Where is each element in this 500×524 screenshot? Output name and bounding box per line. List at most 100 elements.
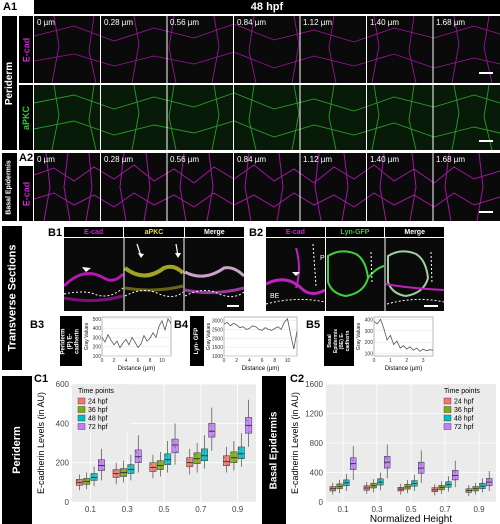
- y-tick-label: 2500: [212, 327, 223, 333]
- y-tick-label: 500: [93, 317, 102, 323]
- data-point: [76, 484, 78, 486]
- data-point: [161, 468, 163, 470]
- panel-label-b2: B2: [249, 227, 264, 239]
- data-point: [225, 460, 227, 462]
- y-tick-label: 400: [310, 469, 324, 478]
- data-point: [386, 458, 388, 460]
- data-point: [398, 487, 400, 489]
- data-point: [346, 484, 348, 486]
- header-title: 48 hpf: [250, 1, 284, 13]
- b4-side-label: Lyn- GFP: [190, 316, 204, 366]
- y-tick-label: 200: [93, 345, 102, 351]
- scale-bar: [479, 211, 493, 213]
- data-point: [226, 461, 228, 463]
- data-point: [193, 463, 196, 465]
- data-point: [372, 483, 374, 485]
- a1-ecad-row: 0 µm 0.28 µm 0.56 µm 0.84 µm 1.12 µm 1.4…: [33, 15, 500, 84]
- y-tick-label: 0: [65, 498, 70, 507]
- data-point: [481, 483, 483, 485]
- x-tick-label: 0.1: [85, 505, 97, 514]
- data-point: [227, 464, 229, 466]
- y-tick-label: 300: [365, 329, 374, 335]
- y-tick-label: 1200: [305, 410, 323, 419]
- data-point: [336, 488, 338, 490]
- data-point: [123, 472, 125, 474]
- data-point: [411, 482, 413, 484]
- legend-title: Time points: [444, 388, 480, 395]
- a2-ecad-image: [33, 152, 500, 222]
- scale-bar: [479, 72, 493, 74]
- data-point: [344, 482, 346, 485]
- data-point: [407, 488, 409, 490]
- data-point: [76, 479, 78, 481]
- x-tick-label: 0.3: [371, 505, 383, 514]
- data-point: [248, 426, 250, 428]
- data-point: [370, 484, 372, 487]
- depth-label: 1.68 µm: [436, 18, 466, 27]
- data-point: [473, 486, 475, 488]
- y-tick-label: 100: [93, 354, 102, 360]
- legend-swatch: [443, 414, 452, 422]
- data-point: [173, 445, 175, 447]
- panel-label-b4: B4: [174, 319, 189, 331]
- legend-swatch: [443, 397, 452, 405]
- x-tick-label: 2: [113, 358, 116, 364]
- channel-label-ecad: E-cad: [19, 16, 33, 83]
- depth-label: 0.84 µm: [237, 155, 267, 164]
- b2-header-ecad: E-cad: [266, 227, 325, 237]
- data-point: [201, 460, 203, 462]
- legend-swatch: [77, 397, 86, 405]
- c2-box-chart: 0 400 800 1200 1600 0.1 0.3 0.5 0.7 0.9 E-cadherin…: [290, 380, 496, 524]
- data-point: [186, 458, 188, 460]
- b2-header-lyngfp: Lyn-GFP: [325, 227, 385, 237]
- data-point: [157, 460, 159, 463]
- data-point: [400, 489, 402, 492]
- data-point: [157, 468, 159, 471]
- data-point: [164, 464, 166, 466]
- side-label-periderm-c: Periderm: [2, 376, 32, 524]
- data-point: [379, 479, 381, 481]
- depth-label: 0.84 µm: [237, 18, 267, 27]
- data-point: [167, 459, 169, 461]
- data-point: [190, 465, 192, 467]
- data-point: [168, 462, 170, 465]
- arrow-icon: [175, 253, 181, 258]
- data-point: [120, 475, 122, 478]
- data-point: [330, 488, 332, 490]
- a1-apkc-image: [33, 84, 500, 151]
- x-axis-label: Distance (µm): [242, 366, 279, 372]
- data-point: [448, 486, 450, 488]
- data-point: [122, 471, 124, 474]
- data-point: [418, 472, 420, 474]
- data-point: [230, 462, 232, 464]
- data-point: [468, 491, 470, 493]
- data-point: [121, 469, 123, 471]
- data-point: [175, 450, 177, 453]
- data-point: [432, 487, 434, 489]
- data-point: [136, 455, 139, 457]
- annotation-p: P: [320, 255, 325, 262]
- data-point: [398, 488, 400, 491]
- panel-label-b1: B1: [48, 227, 63, 239]
- data-point: [434, 490, 436, 492]
- y-tick-label: 1000: [212, 354, 223, 360]
- data-point: [83, 478, 85, 480]
- data-point: [189, 462, 191, 464]
- data-point: [339, 487, 341, 489]
- profile-line: [223, 317, 298, 349]
- data-point: [187, 458, 189, 461]
- x-tick-label: 0.9: [473, 505, 485, 514]
- data-point: [166, 458, 168, 460]
- y-tick-label: 1500: [212, 345, 223, 351]
- data-point: [377, 481, 379, 483]
- data-point: [365, 486, 367, 488]
- data-point: [245, 432, 247, 434]
- x-tick-label: 0: [101, 358, 104, 364]
- data-point: [120, 468, 122, 470]
- data-point: [208, 436, 210, 438]
- data-point: [113, 470, 116, 472]
- x-tick-label: 0.7: [439, 505, 451, 514]
- b1-header-ecad: E-cad: [64, 227, 124, 237]
- side-label-basal-epidermis-c: Basal Epidermis: [262, 376, 286, 524]
